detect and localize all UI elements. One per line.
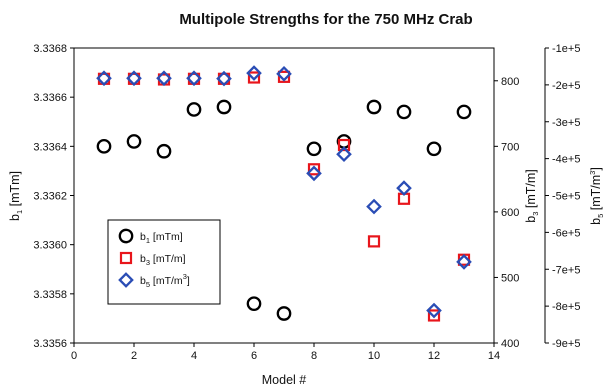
- left-tick-label: 3.3358: [33, 289, 67, 301]
- right-inner-tick-label: 500: [501, 272, 519, 284]
- series-3-diamond-point: [366, 198, 382, 215]
- series-2-square-point: [247, 71, 261, 84]
- left-axis-label: b1 [mTm]: [8, 171, 24, 221]
- series-1-circle-point: [216, 99, 232, 115]
- x-axis-ticks: 0 2 4 6 8 10 12 14: [71, 343, 500, 362]
- series-3-diamond-point: [336, 146, 352, 163]
- series-1-circle-point: [186, 102, 202, 117]
- right-outer-axis-ticks: -1e+5 -2e+5 -3e+5 -4e+5 -5e+5 -6e+5 -7e+5 -8e+5…: [545, 43, 580, 350]
- series-3-diamond-point: [186, 70, 202, 87]
- legend-label: b5 [mT/m3]: [140, 272, 190, 289]
- left-tick-label: 3.3366: [33, 92, 67, 104]
- right-inner-tick-label: 400: [501, 338, 519, 350]
- x-tick-label: 8: [311, 350, 317, 362]
- x-tick-label: 2: [131, 350, 137, 362]
- series-1-circle-point: [426, 141, 442, 157]
- series-1-circle-point: [396, 104, 412, 120]
- series-3-diamond-point: [216, 70, 232, 87]
- series-1-circle-point: [276, 306, 292, 321]
- left-axis-ticks: 3.3356 3.3358 3.3360 3.3362 3.3364 3.3366 3.33…: [33, 43, 74, 350]
- series-3-diamond-point: [396, 180, 412, 196]
- left-tick-label: 3.3356: [33, 338, 67, 350]
- series-1-circle-point: [126, 134, 142, 149]
- right-outer-tick-label: -6e+5: [552, 227, 580, 239]
- legend-label: b3 [mT/m]: [140, 253, 186, 267]
- series-3-diamond-point: [306, 165, 322, 182]
- legend-diamond-marker: [118, 272, 134, 288]
- series-1-circle-point: [96, 138, 112, 154]
- right-outer-tick-label: -7e+5: [552, 264, 580, 276]
- series-3-diamond-point: [276, 65, 292, 82]
- right-outer-tick-label: -5e+5: [552, 191, 580, 203]
- chart-title: Multipole Strengths for the 750 MHz Crab: [179, 11, 472, 28]
- legend-square-marker: [119, 251, 133, 265]
- left-tick-label: 3.3362: [33, 191, 67, 203]
- legend-circle-marker: [118, 228, 134, 244]
- data-markers: [96, 65, 472, 322]
- series-3-diamond-point: [246, 65, 262, 81]
- right-outer-tick-label: -9e+5: [552, 338, 580, 350]
- right-inner-tick-label: 700: [501, 141, 519, 153]
- series-2-square-point: [427, 309, 441, 322]
- right-inner-tick-label: 800: [501, 76, 519, 88]
- series-3-diamond-point: [456, 254, 472, 270]
- right-outer-tick-label: -4e+5: [552, 154, 580, 166]
- right-inner-axis-ticks: 400 500 600 700 800: [494, 76, 519, 350]
- series-1-circle-point: [306, 141, 322, 157]
- series-1-circle-point: [156, 143, 172, 159]
- series-3-diamond-point: [426, 302, 442, 319]
- x-tick-label: 6: [251, 350, 257, 362]
- series-3-diamond-point: [126, 70, 142, 87]
- x-tick-label: 0: [71, 350, 77, 362]
- left-tick-label: 3.3368: [33, 43, 67, 55]
- series-2-square-point: [337, 138, 351, 152]
- right-outer-tick-label: -3e+5: [552, 117, 580, 129]
- legend: b1 [mTm] b3 [mT/m] b5 [mT/m3]: [107, 219, 221, 305]
- right-outer-tick-label: -8e+5: [552, 301, 580, 313]
- series-2-square-point: [367, 235, 381, 248]
- series-3-diamond-point: [156, 70, 172, 87]
- series-2-square-point: [307, 163, 321, 176]
- series-1-circle-point: [456, 104, 472, 120]
- right-outer-tick-label: -1e+5: [552, 43, 580, 55]
- series-1-circle-point: [366, 99, 382, 115]
- x-tick-label: 12: [428, 350, 440, 362]
- series-3-diamond-point: [96, 70, 112, 87]
- right-inner-axis-label: b3 [mT/m]: [524, 169, 540, 222]
- left-tick-label: 3.3364: [33, 141, 67, 153]
- right-outer-tick-label: -2e+5: [552, 80, 580, 92]
- x-tick-label: 4: [191, 350, 197, 362]
- x-tick-label: 10: [368, 350, 380, 362]
- right-inner-tick-label: 600: [501, 207, 519, 219]
- legend-label: b1 [mTm]: [140, 231, 183, 245]
- series-2-square-point: [277, 70, 291, 83]
- x-tick-label: 14: [488, 350, 500, 362]
- right-outer-axis-label: b5 [mT/m3]: [588, 167, 605, 225]
- x-axis-label: Model #: [262, 373, 307, 387]
- left-tick-label: 3.3360: [33, 240, 67, 252]
- series-1-circle-point: [246, 296, 262, 312]
